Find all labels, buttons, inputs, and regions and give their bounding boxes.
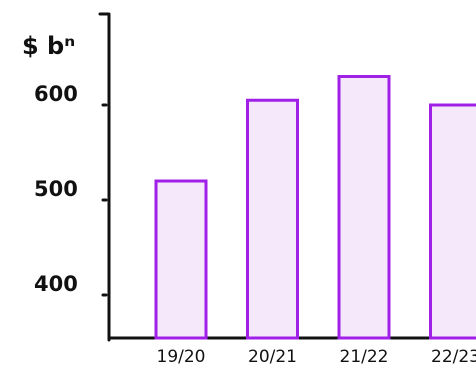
bar [429,103,476,340]
y-axis-unit-label: $ bⁿ [22,32,75,60]
y-axis-line [98,12,111,342]
bar [246,98,299,340]
y-tick-label: 400 [34,272,78,296]
x-tick-label: 21/22 [340,347,389,367]
x-tick-label: 19/20 [157,347,206,367]
x-tick-label: 22/23 [431,347,476,367]
bar [154,179,208,340]
y-tick-label: 600 [34,82,78,106]
y-tick-label: 500 [34,177,78,201]
bar [337,75,391,340]
x-tick-label: 20/21 [248,347,297,367]
